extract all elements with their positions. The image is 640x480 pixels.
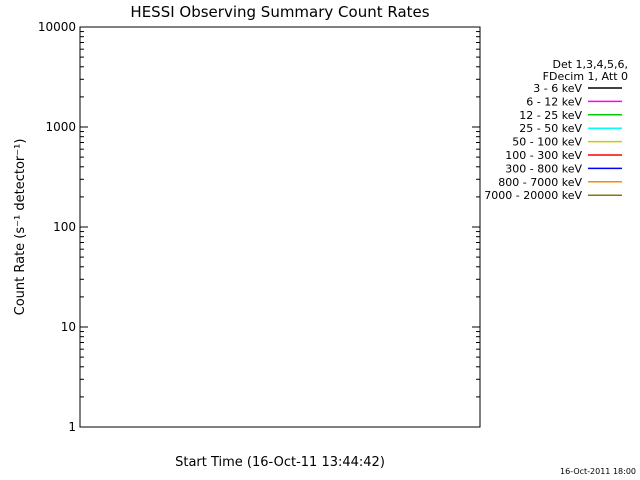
legend-label-3: 25 - 50 keV: [519, 122, 582, 135]
y-axis-label: Count Rate (s⁻¹ detector⁻¹): [13, 139, 28, 316]
y-tick-label-0: 1: [68, 420, 76, 434]
y-tick-label-1: 10: [61, 320, 76, 334]
chart-title: HESSI Observing Summary Count Rates: [130, 3, 429, 21]
legend-header-1: FDecim 1, Att 0: [543, 70, 628, 83]
legend-label-5: 100 - 300 keV: [505, 149, 582, 162]
legend-label-0: 3 - 6 keV: [533, 82, 582, 95]
x-axis-label: Start Time (16-Oct-11 13:44:42): [175, 455, 385, 470]
plot-frame: [79, 26, 481, 428]
y-tick-label-3: 1000: [45, 120, 76, 134]
legend-label-4: 50 - 100 keV: [512, 136, 582, 149]
legend-label-8: 7000 - 20000 keV: [484, 189, 582, 202]
footer-timestamp: 16-Oct-2011 18:00: [560, 467, 636, 476]
legend: Det 1,3,4,5,6,FDecim 1, Att 03 - 6 keV6 …: [484, 58, 628, 202]
y-tick-label-4: 10000: [38, 20, 76, 34]
legend-label-1: 6 - 12 keV: [526, 95, 582, 108]
legend-label-7: 800 - 7000 keV: [498, 176, 582, 189]
legend-label-2: 12 - 25 keV: [519, 109, 582, 122]
legend-label-6: 300 - 800 keV: [505, 162, 582, 175]
y-tick-label-2: 100: [53, 220, 76, 234]
y-axis: 1 10 100 1000 10000: [38, 20, 480, 434]
legend-header-0: Det 1,3,4,5,6,: [552, 58, 628, 71]
